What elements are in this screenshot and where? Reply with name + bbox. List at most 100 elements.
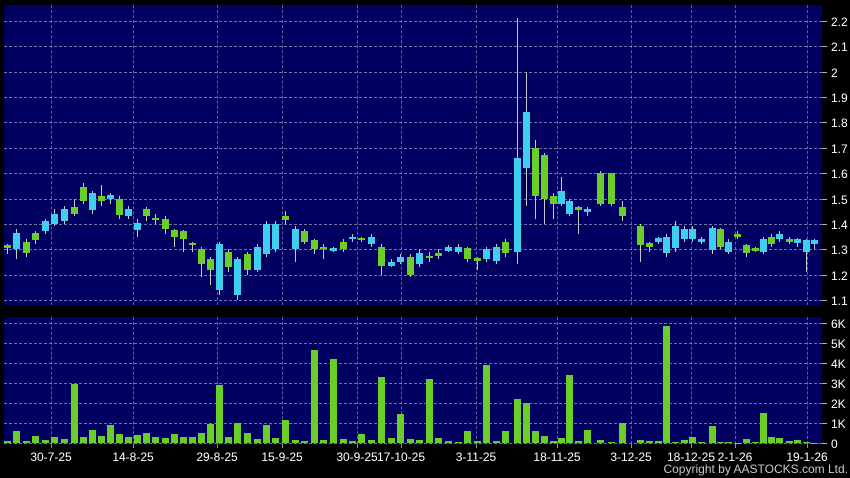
volume-bar <box>811 442 818 444</box>
volume-bar <box>597 440 604 443</box>
volume-bar <box>743 439 750 443</box>
volume-bar <box>42 440 49 443</box>
gridline-horizontal <box>4 299 822 301</box>
candle-body <box>282 216 289 221</box>
candle-body <box>717 228 724 247</box>
candle-body <box>272 223 279 250</box>
volume-bar <box>180 437 187 443</box>
candle-body <box>207 259 214 270</box>
gridline-vertical <box>631 317 632 444</box>
price-tick-label: 1.4 <box>831 217 848 232</box>
candle-wick <box>7 244 8 255</box>
candle-body <box>655 237 662 242</box>
volume-tick-label: 6K <box>831 317 846 331</box>
volume-bar <box>51 437 58 443</box>
candle-body <box>426 255 433 259</box>
gridline-horizontal <box>4 383 822 384</box>
volume-bar <box>663 326 670 443</box>
candle-body <box>646 242 653 247</box>
date-axis-tick <box>133 444 134 448</box>
gridline-horizontal <box>4 147 822 149</box>
candle-body <box>794 239 801 243</box>
gridline-vertical <box>401 5 402 305</box>
candle-body <box>80 187 87 202</box>
date-axis-tick <box>217 444 218 448</box>
candle-body <box>152 217 159 221</box>
candle-body <box>550 195 557 204</box>
candle-wick <box>183 230 184 252</box>
date-label: 18-12-25 <box>666 450 716 464</box>
volume-bar <box>301 441 308 443</box>
volume-tick-label: 0 <box>831 437 838 451</box>
volume-bar <box>263 425 270 443</box>
gridline-vertical <box>631 5 632 305</box>
volume-bar <box>550 440 557 443</box>
copyright-text: Copyright by AASTOCKS.com Ltd. <box>663 462 848 476</box>
candle-body <box>811 240 818 245</box>
candle-body <box>225 251 232 267</box>
gridline-vertical <box>51 317 52 444</box>
price-axis-tick <box>822 274 827 276</box>
date-label: 3-12-25 <box>610 450 652 464</box>
candle-wick <box>323 244 324 260</box>
candle-body <box>263 223 270 255</box>
volume-bar <box>388 438 395 443</box>
volume-tick-label: 3K <box>831 377 846 391</box>
volume-bar <box>584 430 591 443</box>
volume-bar <box>143 433 150 443</box>
candle-body <box>786 239 793 242</box>
price-axis-tick <box>822 97 827 99</box>
candle-body <box>637 226 644 246</box>
volume-bar <box>134 435 141 443</box>
volume-bar <box>61 439 68 443</box>
volume-bar <box>803 442 810 443</box>
volume-bar <box>107 425 114 443</box>
volume-bar <box>171 434 178 443</box>
candle-body <box>311 240 318 250</box>
candle-body <box>180 231 187 240</box>
price-axis-tick <box>822 71 827 73</box>
volume-bar <box>272 438 279 443</box>
volume-bar <box>575 441 582 443</box>
volume-bar <box>71 384 78 443</box>
candle-body <box>445 246 452 251</box>
candle-body <box>514 157 521 252</box>
date-axis-tick <box>735 444 736 448</box>
volume-bar <box>646 441 653 443</box>
candle-body <box>116 198 123 215</box>
volume-bar <box>768 437 775 443</box>
volume-bar <box>566 375 573 443</box>
price-tick-label: 1.8 <box>831 116 848 131</box>
volume-bar <box>244 433 251 443</box>
candle-body <box>698 239 705 242</box>
volume-bar <box>282 420 289 443</box>
candle-wick <box>174 228 175 247</box>
volume-bar <box>776 438 783 443</box>
volume-axis-tick <box>822 443 827 444</box>
candle-body <box>301 231 308 242</box>
date-label: 18-11-25 <box>533 450 581 464</box>
candle-body <box>388 261 395 266</box>
volume-bar <box>358 434 365 443</box>
candle-body <box>234 259 241 295</box>
gridline-vertical <box>807 317 808 444</box>
volume-bar <box>80 437 87 443</box>
candle-body <box>776 234 783 240</box>
gridline-vertical <box>735 5 736 305</box>
price-axis-tick <box>822 223 827 225</box>
gridline-vertical <box>51 5 52 305</box>
volume-bar <box>98 436 105 443</box>
gridline-horizontal <box>4 274 822 276</box>
volume-tick-label: 5K <box>831 337 846 351</box>
volume-bar <box>407 439 414 443</box>
date-label: 30-7-25 <box>30 450 72 464</box>
price-tick-label: 1.2 <box>831 268 848 283</box>
candle-body <box>464 247 471 260</box>
candle-body <box>709 227 716 251</box>
gridline-vertical <box>282 317 283 444</box>
volume-bar <box>292 440 299 443</box>
candle-body <box>134 222 141 231</box>
price-axis-tick <box>822 198 827 200</box>
volume-bar <box>368 440 375 443</box>
